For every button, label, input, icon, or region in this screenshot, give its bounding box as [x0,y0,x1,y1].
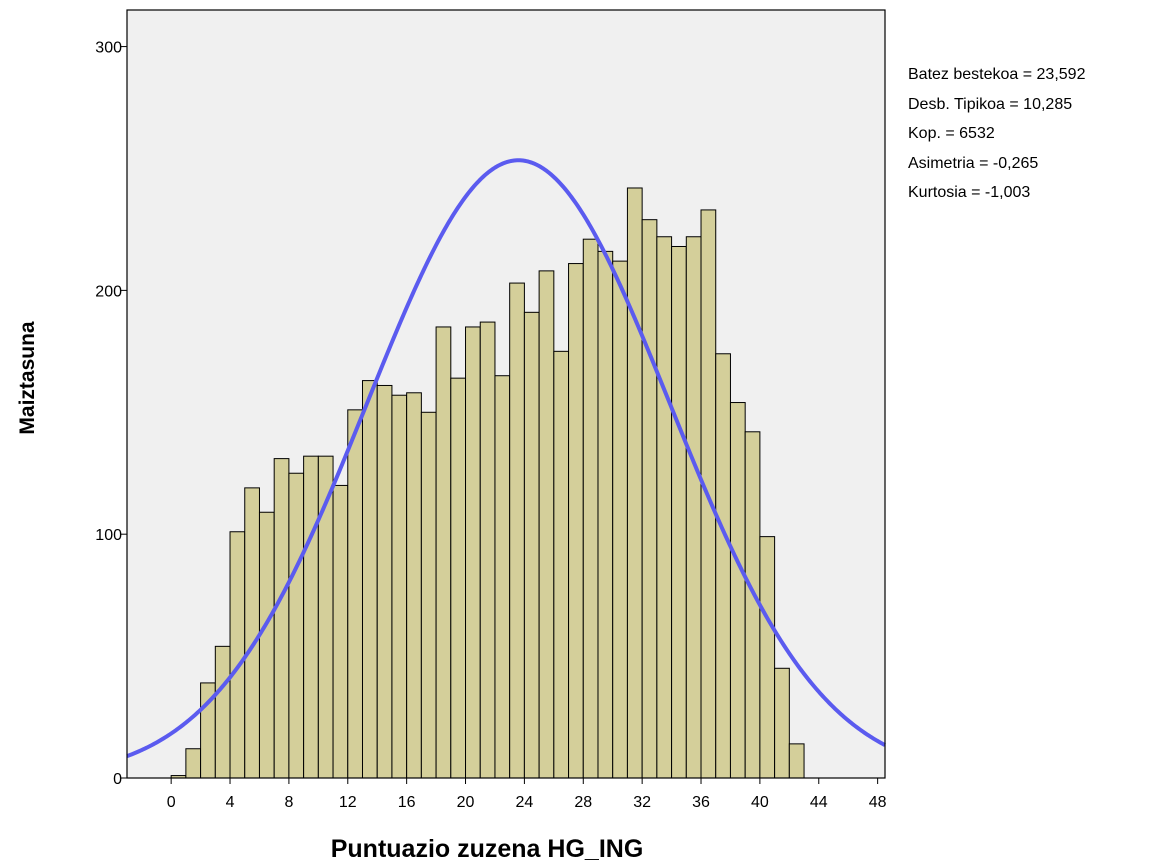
histogram-bar [258,511,275,779]
histogram-bar [435,326,452,779]
normal-curve [126,158,886,759]
histogram-bar [347,409,363,779]
x-tick-label: 36 [692,794,710,811]
histogram-bar [214,645,231,779]
histogram-bar [671,245,687,779]
histogram-bar [685,236,702,779]
y-tick-label: 0 [113,771,122,788]
x-tick-label: 44 [810,794,828,811]
histogram-bar [332,484,349,779]
histogram-bar [273,458,290,779]
x-tick-label: 32 [633,794,651,811]
stat-skewness: Asimetria = -0,265 [908,154,1039,172]
x-tick-label: 24 [515,794,533,811]
x-tick-label: 20 [457,794,475,811]
histogram-bar [774,667,790,779]
histogram-bar [479,321,496,779]
histogram-bar [391,394,408,779]
histogram-bar [509,282,525,779]
histogram-bar [626,187,643,779]
histogram-bar [376,384,393,779]
stat-mean: Batez bestekoa = 23,592 [908,66,1086,83]
histogram-bar [759,536,776,779]
stat-count: Kop. = 6532 [908,125,995,142]
x-tick-label: 12 [339,794,357,811]
histogram-bar [553,350,570,779]
histogram-bar [465,326,481,779]
histogram-bar [244,487,260,779]
x-tick-label: 0 [167,794,176,811]
stat-kurtosis: Kurtosia = -1,003 [908,184,1031,201]
histogram-bar [568,263,584,779]
histogram-bar [641,219,658,779]
histogram-bar [612,260,628,779]
x-tick-label: 40 [751,794,769,811]
statistics-box: Batez bestekoa = 23,592 Desb. Tipikoa = … [908,60,1085,208]
histogram-bar [494,375,511,779]
histogram-bar [523,311,540,779]
histogram-bar [538,270,555,779]
x-tick-label: 28 [574,794,592,811]
y-tick-label: 300 [95,40,122,57]
histogram-bar [185,748,202,779]
histogram-bar [361,380,378,779]
x-axis-title: Puntuazio zuzena HG_ING [331,835,644,863]
x-tick-label: 8 [284,794,293,811]
y-tick-label: 200 [95,283,122,300]
y-axis-title: Maiztasuna [16,321,39,435]
histogram-bar [656,236,673,779]
x-tick-label: 48 [869,794,887,811]
histogram-bar [288,472,305,779]
histogram-bar [303,455,319,779]
x-tick-label: 4 [226,794,235,811]
histogram-bar [582,238,599,779]
histogram-bar [597,250,614,779]
stat-std-dev: Desb. Tipikoa = 10,285 [908,95,1073,113]
histogram-bar [406,392,422,779]
histogram-bar [715,353,731,779]
histogram-bar [788,743,805,779]
plot-frame [126,9,886,779]
x-tick-label: 16 [398,794,416,811]
histogram-bar [229,531,246,779]
y-tick-label: 100 [95,527,122,544]
histogram-bar [450,377,467,779]
histogram-bar [729,402,746,779]
histogram-bar [420,411,437,779]
